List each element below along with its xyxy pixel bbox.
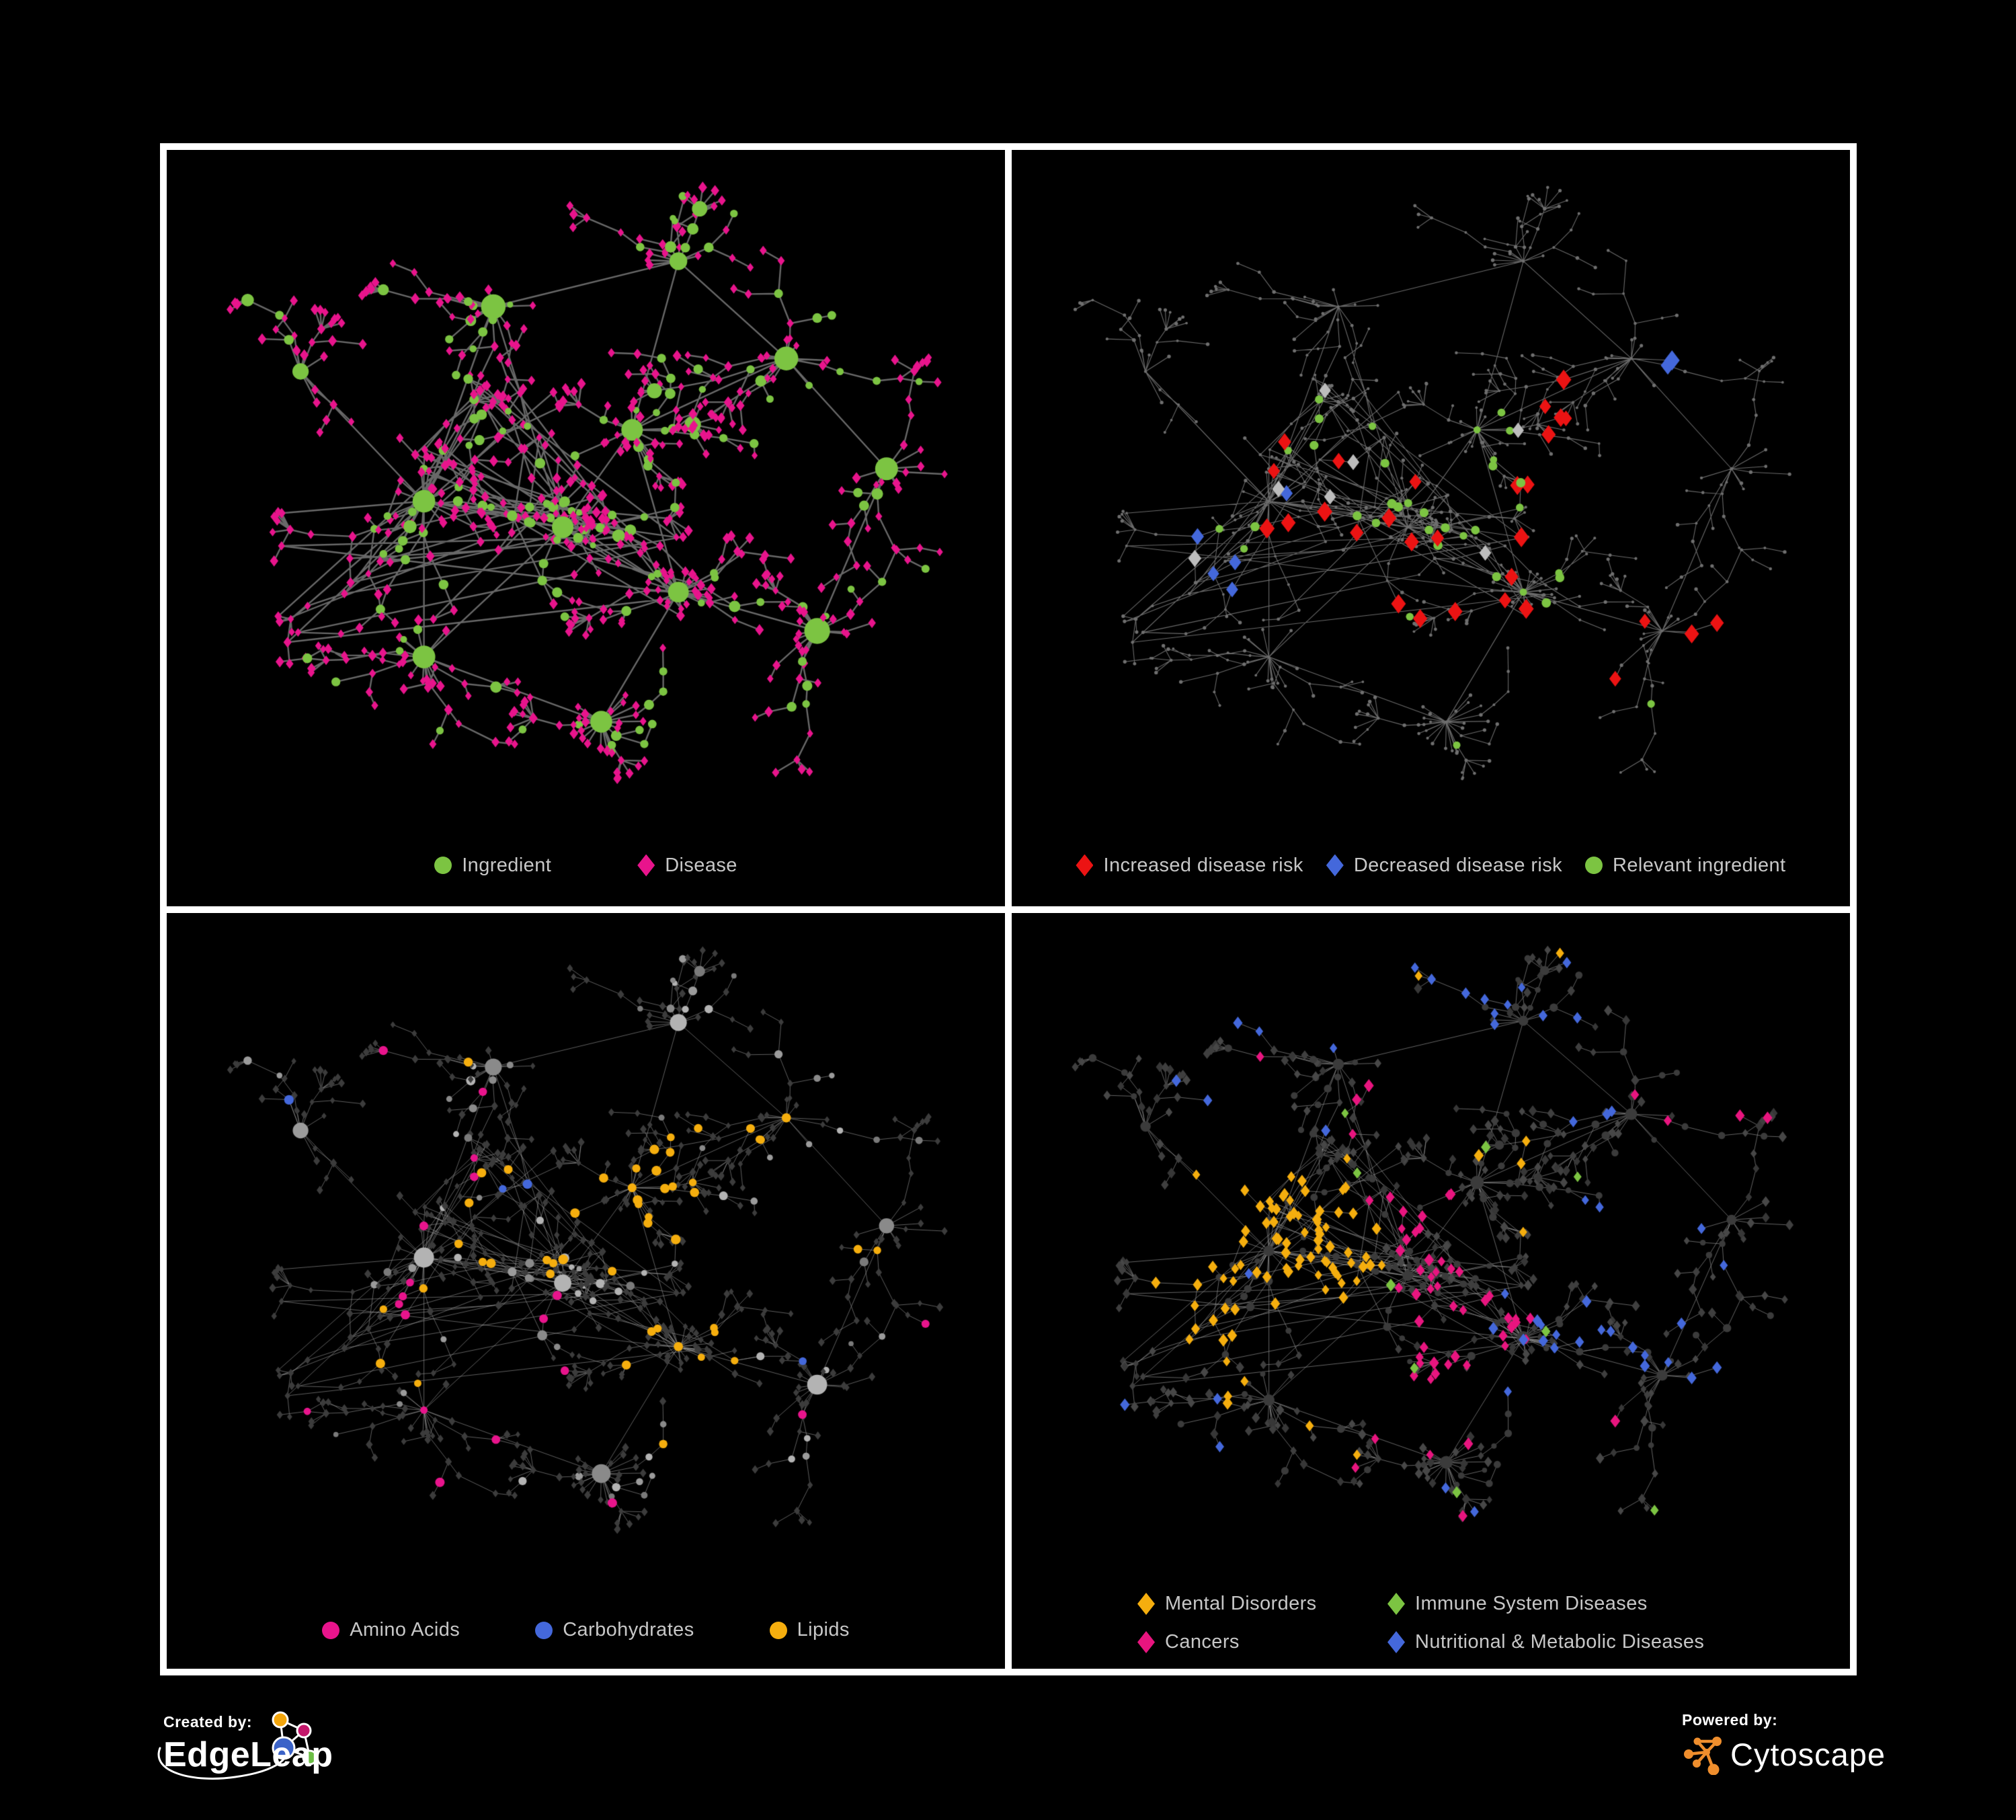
carbohydrates-marker-icon [535,1621,553,1639]
legend-item-decreased-risk: Decreased disease risk [1326,854,1563,877]
cytoscape-wordmark: Cytoscape [1730,1736,1886,1772]
cytoscape-icon [1684,1737,1722,1775]
legend-item-nutritional-diseases: Nutritional & Metabolic Diseases [1387,1631,1704,1653]
panel-disease-risk: Increased disease risk Decreased disease… [1012,150,1850,906]
legend-item-carbohydrates: Carbohydrates [535,1619,694,1641]
disease-marker-icon [637,854,655,877]
network-ingredient-disease [167,150,1005,906]
legend-item-disease: Disease [637,854,737,877]
mental-disorders-marker-icon [1137,1593,1155,1615]
panel-ingredient-disease: Ingredient Disease [167,150,1005,906]
legend-label-carbohydrates: Carbohydrates [563,1619,694,1640]
amino-acids-marker-icon [322,1621,340,1639]
legend-label-mental-disorders: Mental Disorders [1165,1593,1317,1614]
legend-disease-risk: Increased disease risk Decreased disease… [1012,854,1850,877]
legend-disease-categories: Mental Disorders Immune System Diseases … [1012,1593,1704,1653]
edgeleap-swoosh [157,1747,288,1780]
legend-item-ingredient: Ingredient [434,855,551,877]
edgeleap-wordmark: EdgeLeap [163,1735,333,1774]
legend-label-ingredient: Ingredient [462,854,552,876]
decreased-risk-marker-icon [1326,854,1344,877]
legend-item-lipids: Lipids [769,1619,850,1641]
network-disease-risk [1012,150,1850,906]
panel-disease-categories: Mental Disorders Immune System Diseases … [1012,912,1850,1669]
legend-ingredient-disease: Ingredient Disease [167,854,1005,877]
cancers-marker-icon [1137,1631,1155,1653]
ingredient-marker-icon [434,857,452,874]
legend-label-amino-acids: Amino Acids [350,1619,460,1640]
nutritional-diseases-marker-icon [1387,1631,1405,1653]
legend-label-lipids: Lipids [797,1619,850,1640]
legend-label-increased-risk: Increased disease risk [1103,854,1303,876]
legend-label-cancers: Cancers [1165,1631,1240,1653]
edgeleap-mark-icon [157,1711,318,1780]
legend-label-disease: Disease [665,854,737,876]
legend-label-decreased-risk: Decreased disease risk [1353,854,1563,876]
lipids-marker-icon [769,1621,787,1639]
panel-nutrient-groups: Amino Acids Carbohydrates Lipids [167,912,1005,1669]
legend-item-relevant-ingredient: Relevant ingredient [1585,855,1785,877]
legend-item-immune-diseases: Immune System Diseases [1387,1593,1704,1615]
legend-label-relevant-ingredient: Relevant ingredient [1613,854,1786,876]
footer-powered-by: Powered by: [1682,1711,1964,1798]
relevant-ingredient-marker-icon [1585,857,1603,874]
panel-grid: Ingredient Disease Increased disease ris… [160,143,1857,1675]
network-disease-categories [1012,912,1850,1669]
legend-label-nutritional-diseases: Nutritional & Metabolic Diseases [1415,1631,1705,1653]
legend-nutrient-groups: Amino Acids Carbohydrates Lipids [167,1619,1005,1641]
immune-diseases-marker-icon [1387,1593,1405,1615]
legend-item-cancers: Cancers [1137,1631,1387,1653]
increased-risk-marker-icon [1076,854,1094,877]
network-nutrient-groups [167,912,1005,1669]
footer-created-by: Created by: EdgeLeap [155,1711,370,1807]
powered-by-label: Powered by: [1682,1711,1778,1729]
legend-item-increased-risk: Increased disease risk [1076,854,1303,877]
created-by-label: Created by: [163,1713,253,1731]
legend-label-immune-diseases: Immune System Diseases [1415,1593,1648,1614]
legend-item-mental-disorders: Mental Disorders [1137,1593,1387,1615]
legend-item-amino-acids: Amino Acids [322,1619,460,1641]
